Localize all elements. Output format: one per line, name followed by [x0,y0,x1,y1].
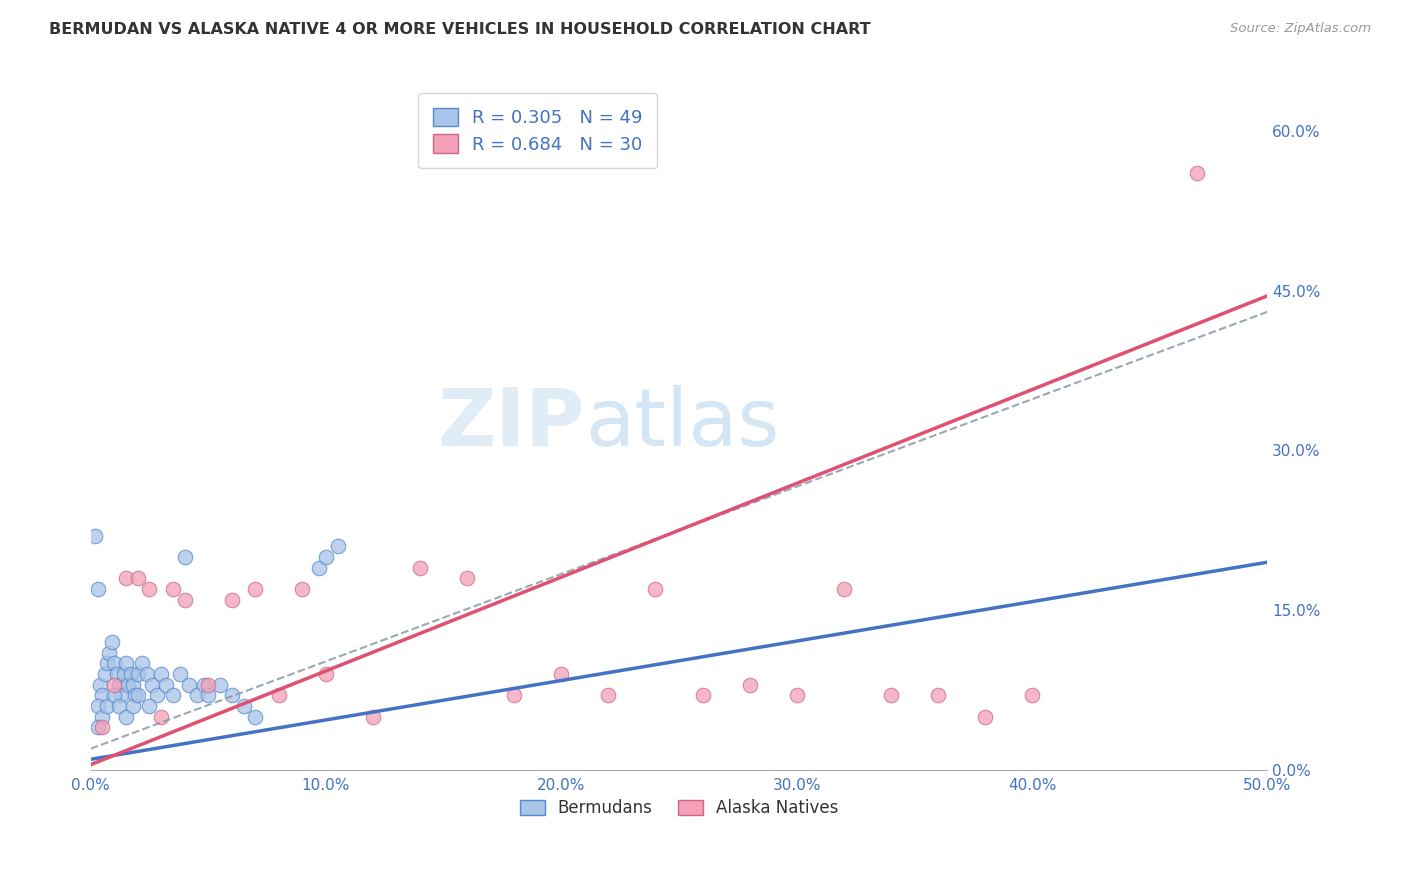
Point [1185,166,1208,180]
Point [103,689,125,703]
Point [138,699,160,714]
Point [98,646,121,660]
Point [644,582,666,596]
Point [197,689,219,703]
Point [117,678,139,692]
Point [141,678,163,692]
Point [131,657,153,671]
Point [115,571,138,585]
Point [456,571,478,585]
Point [880,689,903,703]
Point [110,689,132,703]
Point [786,689,808,703]
Point [86,720,108,734]
Point [91,720,114,734]
Point [503,689,526,703]
Point [232,699,254,714]
Point [692,689,714,703]
Point [115,710,138,724]
Point [103,678,125,692]
Point [291,582,314,596]
Point [105,667,128,681]
Point [326,539,349,553]
Point [209,678,232,692]
Point [91,710,114,724]
Point [108,699,131,714]
Point [267,689,290,703]
Point [96,657,118,671]
Point [173,592,195,607]
Point [315,667,337,681]
Point [186,689,208,703]
Point [361,710,384,724]
Point [315,549,337,564]
Point [173,549,195,564]
Point [598,689,620,703]
Point [127,667,149,681]
Point [179,678,201,692]
Text: ZIP: ZIP [437,384,585,463]
Point [84,528,107,542]
Point [308,560,330,574]
Point [108,678,131,692]
Point [127,571,149,585]
Text: BERMUDAN VS ALASKA NATIVE 4 OR MORE VEHICLES IN HOUSEHOLD CORRELATION CHART: BERMUDAN VS ALASKA NATIVE 4 OR MORE VEHI… [49,22,870,37]
Point [86,699,108,714]
Point [101,635,124,649]
Point [974,710,997,724]
Point [122,678,145,692]
Point [927,689,949,703]
Point [150,710,173,724]
Point [150,667,173,681]
Point [86,582,108,596]
Point [136,667,159,681]
Point [127,689,149,703]
Text: atlas: atlas [585,384,779,463]
Point [169,667,191,681]
Point [162,582,184,596]
Point [245,582,267,596]
Point [738,678,761,692]
Point [89,678,111,692]
Point [162,689,184,703]
Point [155,678,177,692]
Point [221,592,243,607]
Point [91,689,114,703]
Point [120,667,142,681]
Point [221,689,243,703]
Point [245,710,267,724]
Point [93,667,115,681]
Point [145,689,167,703]
Point [1021,689,1043,703]
Point [832,582,855,596]
Point [124,689,146,703]
Text: Source: ZipAtlas.com: Source: ZipAtlas.com [1230,22,1371,36]
Point [112,667,135,681]
Point [115,657,138,671]
Point [96,699,118,714]
Legend: Bermudans, Alaska Natives: Bermudans, Alaska Natives [513,793,845,824]
Point [122,699,145,714]
Point [197,678,219,692]
Point [550,667,572,681]
Point [193,678,215,692]
Point [103,657,125,671]
Point [138,582,160,596]
Point [409,560,432,574]
